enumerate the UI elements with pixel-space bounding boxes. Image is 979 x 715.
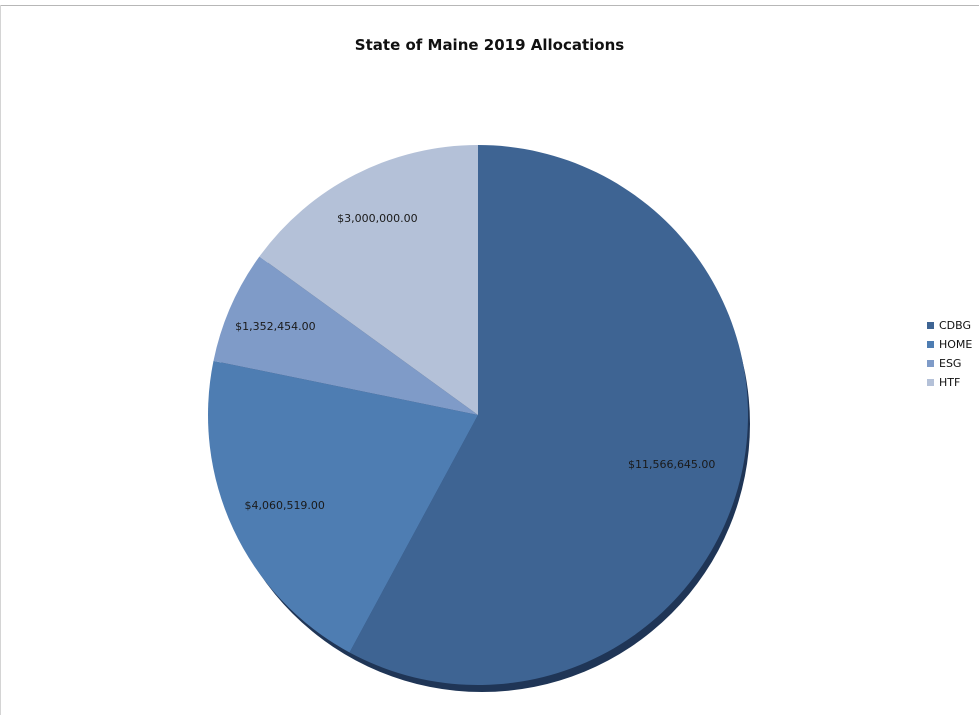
legend-item-home: HOME xyxy=(927,335,972,354)
legend-label-home: HOME xyxy=(939,338,973,351)
legend-label-cdbg: CDBG xyxy=(939,319,972,332)
data-label-htf: $3,000,000.00 xyxy=(337,212,417,225)
chart-title: State of Maine 2019 Allocations xyxy=(354,36,625,54)
chart-frame-top-border xyxy=(0,5,979,6)
legend-item-cdbg: CDBG xyxy=(927,316,972,335)
pie-slice-esg xyxy=(213,256,479,415)
pie-labels: $11,566,645.00 $4,060,519.00 $1,352,454.00… xyxy=(235,212,715,512)
legend-label-htf: HTF xyxy=(939,376,961,389)
data-label-cdbg: $11,566,645.00 xyxy=(628,458,715,471)
pie-slices xyxy=(207,145,748,686)
legend-item-htf: HTF xyxy=(927,373,972,392)
legend-swatch-home xyxy=(927,341,934,348)
legend-item-esg: ESG xyxy=(927,354,972,373)
pie-slice-home xyxy=(207,360,478,653)
legend-swatch-htf xyxy=(927,379,934,386)
data-label-esg: $1,352,454.00 xyxy=(235,320,315,333)
chart-legend: CDBG HOME ESG HTF xyxy=(927,316,972,392)
legend-swatch-cdbg xyxy=(927,322,934,329)
legend-label-esg: ESG xyxy=(939,357,962,370)
pie-slice-htf xyxy=(259,145,478,415)
pie-slice-cdbg xyxy=(349,145,748,686)
data-label-home: $4,060,519.00 xyxy=(244,499,324,512)
legend-swatch-esg xyxy=(927,360,934,367)
chart-frame-left-border xyxy=(0,5,1,715)
